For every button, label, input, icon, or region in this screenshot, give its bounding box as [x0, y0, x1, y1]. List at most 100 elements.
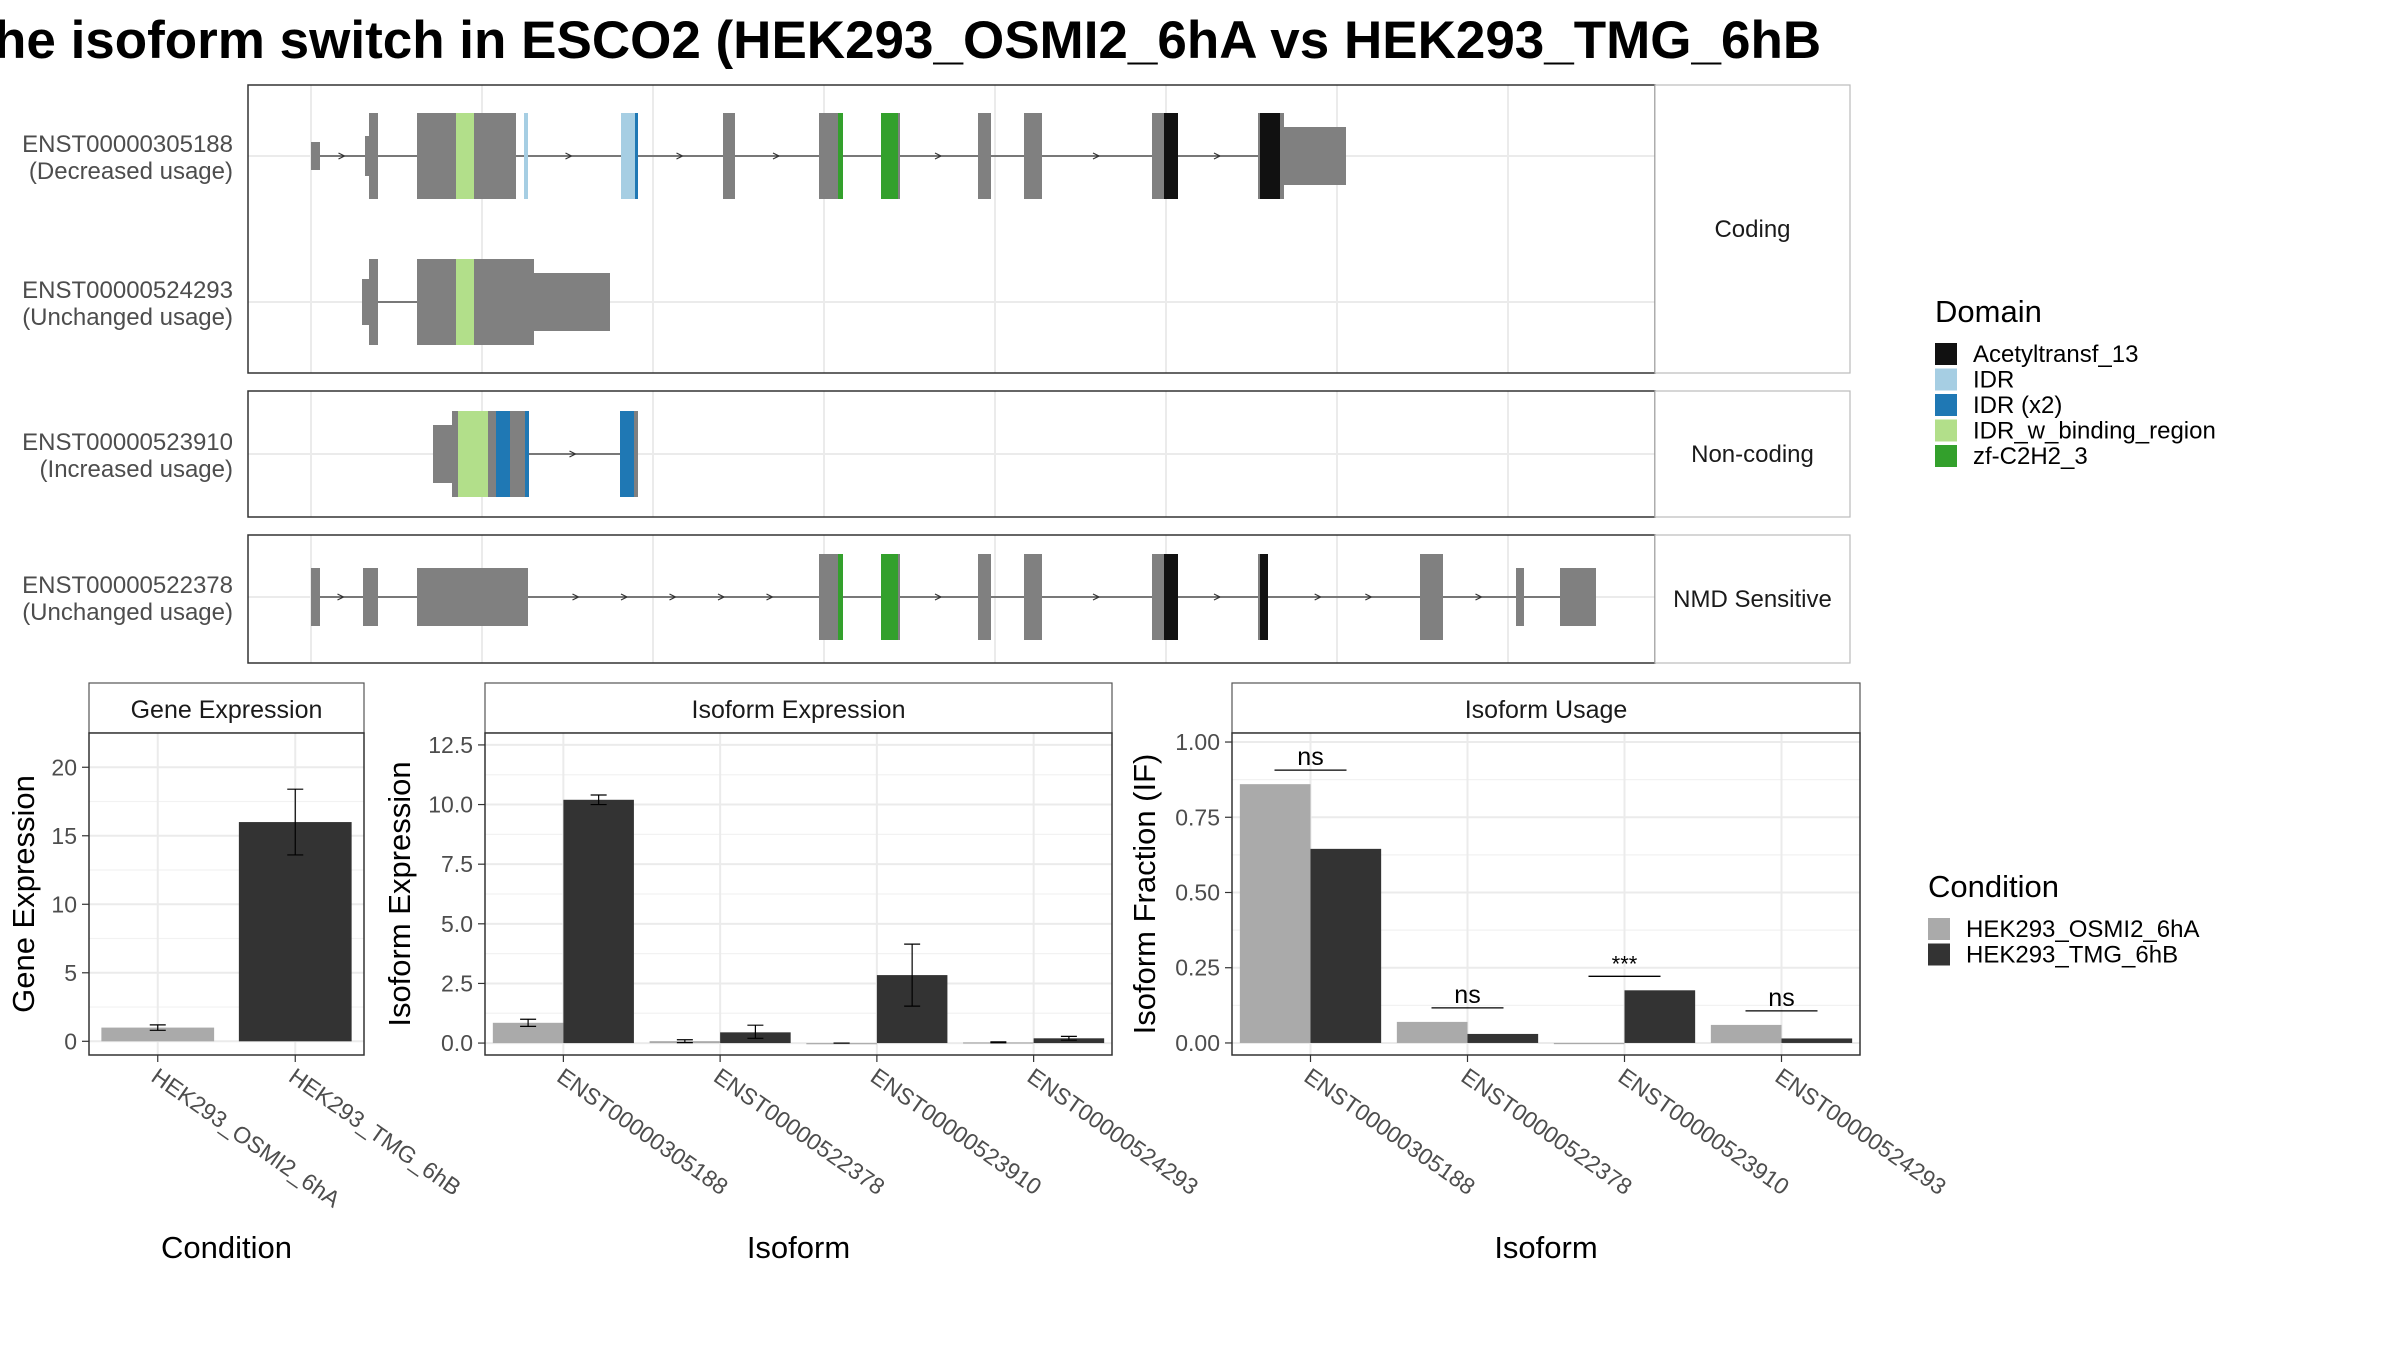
bar — [563, 799, 634, 1044]
x-tick-label: ENST00000524293 — [1771, 1063, 1951, 1200]
bar — [1239, 784, 1311, 1043]
y-axis-label: Isoform Expression — [382, 761, 417, 1026]
intron-arrow — [934, 593, 943, 601]
domain-legend-label: Acetyltransf_13 — [1973, 341, 2138, 368]
exon — [369, 113, 378, 199]
intron-arrow — [1092, 152, 1101, 160]
protein-domain — [458, 411, 488, 497]
protein-domain — [881, 554, 898, 640]
exon — [978, 554, 991, 640]
protein-domain — [621, 113, 635, 199]
chart-gene-expression: Gene Expression05101520HEK293_OSMI2_6hAH… — [6, 682, 466, 1265]
exon — [417, 259, 534, 345]
protein-domain — [881, 113, 898, 199]
structure-panel-non-coding: Non-coding ENST00000523910(Increased usag… — [22, 390, 1851, 518]
significance-label: ns — [1297, 743, 1323, 771]
intron-arrow — [565, 152, 573, 160]
condition-legend-label: HEK293_OSMI2_6hA — [1966, 916, 2199, 943]
bar — [1310, 848, 1382, 1043]
exon — [978, 113, 991, 199]
y-tick-label: 0 — [64, 1028, 77, 1054]
bar — [492, 1022, 564, 1044]
x-tick-label: ENST00000522378 — [1457, 1063, 1637, 1200]
exon — [433, 425, 452, 483]
transcript-id-label: ENST00000524293 — [22, 277, 233, 304]
x-tick-label: ENST00000523910 — [866, 1063, 1046, 1200]
bar — [1553, 1042, 1625, 1045]
chart-border — [88, 732, 365, 1056]
bar — [1710, 1024, 1782, 1043]
chart-isoform-usage: Isoform Usage ns ns *** ns 0.00 0.25 0.50 0.75 1.… — [1127, 682, 1951, 1265]
exon — [363, 568, 378, 626]
chart-title: Isoform Usage — [1465, 696, 1628, 724]
transcript-usage-label: (Increased usage) — [40, 456, 233, 483]
intron-arrow — [934, 152, 943, 160]
y-tick-label: 1.00 — [1175, 729, 1220, 755]
exon — [534, 273, 610, 331]
transcript-id-label: ENST00000523910 — [22, 429, 233, 456]
protein-domain — [838, 113, 843, 199]
y-tick-label: 0.75 — [1175, 804, 1220, 830]
exon — [1516, 568, 1524, 626]
exon — [362, 279, 370, 325]
domain-legend-label: IDR — [1973, 367, 2014, 394]
bar — [1467, 1033, 1539, 1043]
y-tick-label: 0.00 — [1175, 1030, 1220, 1056]
intron-arrow — [620, 593, 629, 601]
x-tick-label: ENST00000305188 — [1300, 1063, 1480, 1200]
significance-label: *** — [1612, 951, 1638, 976]
protein-domain — [1164, 554, 1178, 640]
y-axis-label: Isoform Fraction (IF) — [1127, 754, 1162, 1035]
y-tick-label: 15 — [51, 823, 77, 849]
exon — [311, 142, 320, 170]
exon — [723, 113, 735, 199]
structure-panel-nmd-sensitive: NMD Sensitive ENST00000522378(Unchanged u… — [22, 534, 1851, 664]
protein-domain — [525, 411, 529, 497]
panel-strip — [1654, 390, 1851, 518]
protein-domain — [838, 554, 843, 640]
intron-arrow — [572, 593, 580, 601]
intron-arrow — [337, 593, 345, 601]
protein-domain — [1260, 554, 1268, 640]
protein-domain — [456, 113, 474, 199]
chart-title: Gene Expression — [131, 696, 323, 724]
protein-domain — [524, 113, 528, 199]
condition-legend-title: Condition — [1928, 869, 2059, 904]
transcript-id-label: ENST00000522378 — [22, 572, 233, 599]
chart-border — [1231, 732, 1861, 1056]
x-tick-label: ENST00000305188 — [553, 1063, 733, 1200]
transcript-id-label: ENST00000305188 — [22, 131, 233, 158]
domain-legend-swatch — [1935, 419, 1957, 442]
significance-label: ns — [1454, 981, 1480, 1009]
y-tick-label: 7.5 — [441, 851, 473, 877]
panel-strip-label: Coding — [1714, 216, 1790, 243]
transcript-ENST00000305188: ENST00000305188(Decreased usage) — [22, 113, 1346, 199]
condition-legend-label: HEK293_TMG_6hB — [1966, 942, 2178, 969]
transcript-usage-label: (Unchanged usage) — [22, 599, 233, 626]
y-tick-label: 5 — [64, 960, 77, 986]
x-axis-label: Isoform — [747, 1230, 850, 1265]
domain-legend-swatch — [1935, 343, 1957, 365]
domain-legend-label: zf-C2H2_3 — [1973, 443, 2088, 470]
protein-domain — [620, 411, 634, 497]
y-tick-label: 0.25 — [1175, 955, 1220, 981]
intron-arrow — [1365, 593, 1373, 601]
domain-legend-label: IDR (x2) — [1973, 392, 2062, 419]
domain-legend-swatch — [1935, 445, 1957, 467]
exon — [417, 568, 528, 626]
intron-arrow — [669, 593, 677, 601]
x-tick-label: ENST00000523910 — [1614, 1063, 1794, 1200]
domain-legend-swatch — [1935, 368, 1957, 391]
intron-arrow — [676, 152, 684, 160]
x-axis-label: Condition — [161, 1230, 292, 1265]
condition-legend-swatch — [1928, 918, 1950, 940]
protein-domain — [1260, 113, 1280, 199]
exon — [369, 259, 378, 345]
intron-arrow — [1213, 593, 1222, 601]
y-tick-label: 12.5 — [428, 732, 473, 758]
y-tick-label: 10 — [51, 891, 77, 917]
